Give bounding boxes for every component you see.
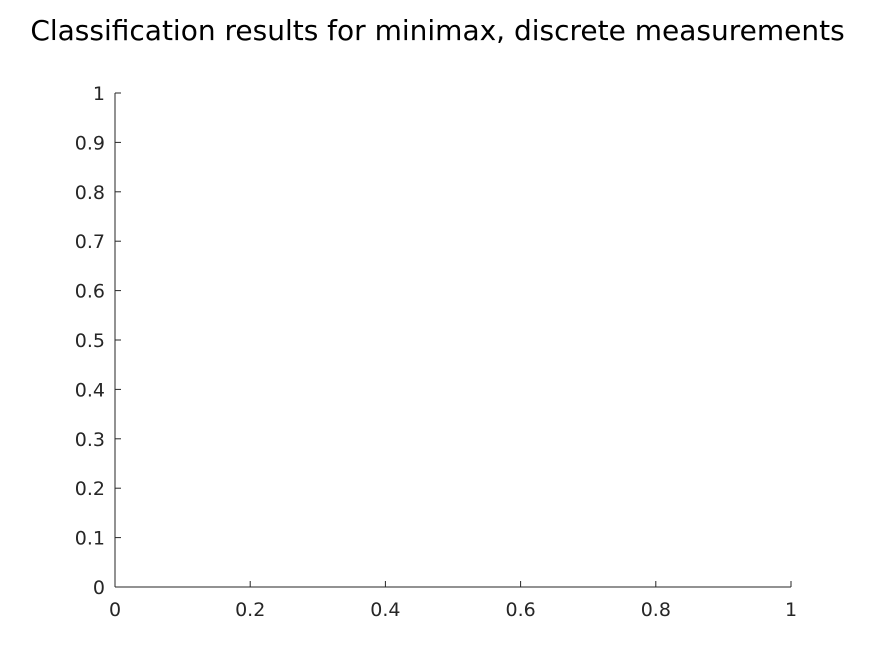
x-tick-label: 0.8: [641, 599, 671, 621]
x-tick-label: 0: [109, 599, 121, 621]
y-tick-label: 0.6: [75, 281, 105, 303]
x-tick-label: 0.2: [235, 599, 265, 621]
y-tick-label: 0.2: [75, 478, 105, 500]
y-tick-label: 0.5: [75, 330, 105, 352]
y-tick-label: 0.7: [75, 231, 105, 253]
x-tick-label: 0.6: [505, 599, 535, 621]
y-tick-label: 0: [93, 577, 105, 599]
y-tick-label: 1: [93, 83, 105, 105]
x-tick-label: 1: [785, 599, 797, 621]
axes: 0 0.2 0.4 0.6 0.8 1 0 0.1 0.2 0.3 0.4 0.5 0.6 0.7 0.8 0…: [75, 83, 797, 621]
x-tick-label: 0.4: [370, 599, 400, 621]
y-tick-label: 0.9: [75, 132, 105, 154]
y-tick-label: 0.3: [75, 429, 105, 451]
chart-title: Classification results for minimax, disc…: [30, 14, 845, 47]
y-tick-label: 0.1: [75, 528, 105, 550]
y-tick-label: 0.8: [75, 182, 105, 204]
y-tick-label: 0.4: [75, 379, 105, 401]
